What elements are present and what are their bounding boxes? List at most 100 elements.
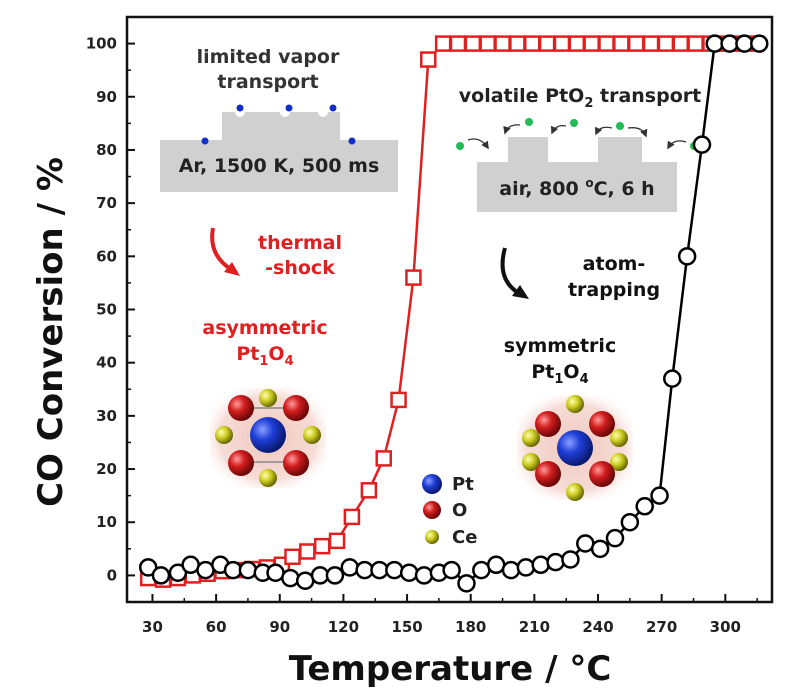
symmetric-label-line1: symmetric [504, 335, 616, 357]
y-tick-label: 80 [96, 141, 117, 159]
x-tick-label: 30 [142, 618, 163, 636]
data-point-circle [501, 560, 521, 580]
y-tick-label: 40 [96, 354, 117, 372]
transport-arrow [594, 126, 613, 136]
ce-atom [215, 426, 233, 444]
data-point-square [642, 35, 660, 52]
data-point-circle [325, 566, 345, 585]
x-tick-label: 90 [269, 618, 290, 636]
thermal-shock-arrowhead [224, 262, 240, 276]
data-point-square [375, 450, 392, 467]
volatile-label: volatile PtO2 transport [459, 85, 701, 111]
data-point-square [405, 269, 422, 286]
data-point-circle [735, 34, 754, 53]
pto2-molecule [570, 119, 578, 127]
y-axis-title: CO Conversion / % [31, 157, 71, 507]
data-point-circle [677, 247, 697, 266]
data-point-circle [355, 560, 374, 580]
data-point-square [479, 35, 496, 52]
data-point-square [509, 35, 526, 52]
y-tick-label: 20 [96, 460, 117, 478]
data-point-circle [340, 558, 360, 577]
atom-label-line1: atom- [583, 253, 646, 275]
data-point-square [434, 35, 452, 52]
data-point-circle [576, 534, 595, 553]
pto2-molecule [456, 142, 464, 150]
data-point-circle [442, 560, 461, 580]
data-point-square [360, 482, 378, 499]
y-tick-label: 100 [86, 35, 117, 53]
vapor-atom [285, 104, 293, 112]
x-tick-label: 240 [582, 618, 613, 636]
data-point-square [449, 35, 467, 52]
data-point-square [538, 35, 556, 52]
vapor-label-line1: limited vapor [197, 46, 340, 68]
y-tick-label: 50 [96, 301, 117, 319]
thermal-shock-annotation: thermal -shock [210, 227, 342, 279]
ce-atom [522, 453, 540, 471]
data-point-square [627, 35, 645, 52]
vapor-atom [236, 104, 244, 112]
data-point-circle [181, 555, 200, 575]
ce-atom [522, 429, 540, 447]
x-tick-label: 270 [646, 618, 677, 636]
o-atom [228, 395, 254, 421]
atom-trapping-arrowhead [512, 285, 529, 299]
thermal-shock-arrow [210, 227, 234, 272]
data-point-circle [196, 560, 215, 580]
y-tick-label: 30 [96, 407, 117, 425]
data-point-circle [546, 552, 565, 572]
atom-label-line2: trapping [568, 279, 660, 301]
data-point-square [284, 548, 301, 566]
series-black-circles [138, 34, 769, 593]
data-point-circle [310, 566, 330, 585]
data-point-square [598, 35, 615, 52]
data-point-circle [281, 568, 300, 588]
data-point-circle [590, 539, 610, 559]
data-point-square [553, 35, 571, 52]
data-point-circle [663, 369, 682, 388]
o-atom [535, 461, 561, 487]
ce-atom [566, 395, 584, 413]
ce-atom [610, 453, 628, 471]
data-point-circle [720, 34, 739, 53]
x-tick-label: 60 [206, 618, 227, 636]
data-point-square [313, 537, 331, 555]
vapor-box-text: Ar, 1500 K, 500 ms [179, 155, 380, 177]
data-point-square [328, 532, 346, 550]
vapor-transport-inset: limited vapor transport Ar, 1500 K, 500 … [160, 46, 398, 192]
data-point-circle [750, 34, 769, 53]
x-tick-label: 150 [391, 618, 422, 636]
data-point-square [568, 35, 586, 52]
ce-atom [259, 389, 277, 407]
data-point-circle [620, 512, 640, 532]
o-atom [283, 395, 309, 421]
data-point-circle [138, 558, 158, 577]
data-point-circle [385, 560, 404, 580]
data-point-circle [399, 563, 419, 582]
asymmetric-label-formula: Pt1O4 [236, 343, 293, 369]
data-point-square [687, 35, 704, 52]
data-point-circle [605, 528, 625, 548]
vapor-surface-block [160, 112, 398, 192]
transport-arrow [667, 140, 687, 150]
data-point-square [583, 35, 600, 52]
x-tick-label: 210 [519, 618, 550, 636]
legend-pt-icon [422, 474, 442, 494]
pt-atom [250, 417, 286, 453]
data-point-square [657, 35, 675, 52]
o-atom [589, 461, 615, 487]
data-point-circle [457, 574, 476, 593]
symmetric-pt1o4-molecule [517, 395, 633, 501]
data-point-square [613, 35, 630, 52]
thermal-label-line2: -shock [265, 257, 335, 279]
data-point-square [343, 508, 361, 526]
symmetric-label-formula: Pt1O4 [531, 361, 588, 387]
data-point-circle [561, 550, 580, 569]
asymmetric-pt1o4-molecule [210, 388, 326, 488]
atom-trapping-arrow [500, 247, 522, 296]
data-point-circle [370, 560, 389, 580]
data-point-circle [516, 558, 536, 577]
data-point-circle [472, 560, 491, 580]
